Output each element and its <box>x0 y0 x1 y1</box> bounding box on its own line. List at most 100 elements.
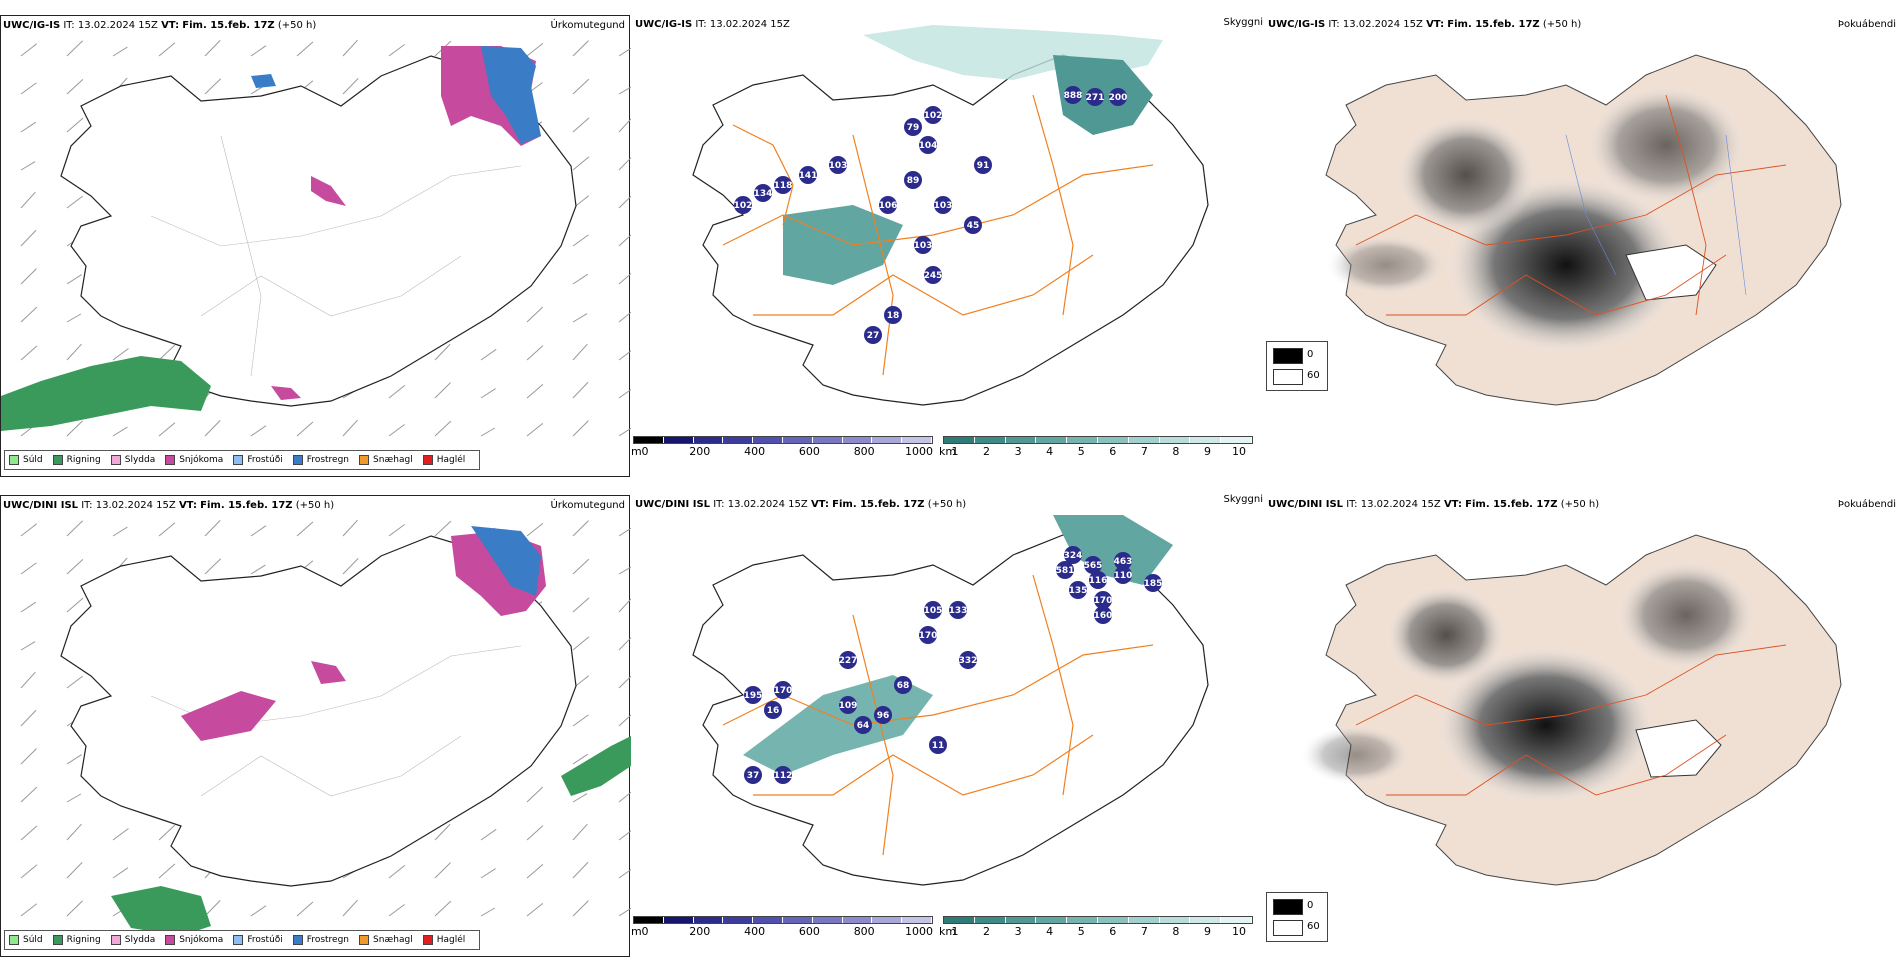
wind-barb <box>20 709 37 727</box>
wind-barb <box>250 564 266 575</box>
colorbar-step <box>1221 437 1252 443</box>
wind-barb <box>618 598 631 613</box>
fog-scale-legend: 0 60 <box>1266 892 1328 942</box>
visibility-value: 581 <box>1056 566 1075 576</box>
fog-panel-top: UWC/IG-IS IT: 13.02.2024 15Z VT: Fim. 15… <box>1266 15 1896 477</box>
wind-barb <box>66 274 82 285</box>
wind-barb <box>572 793 588 803</box>
fog-west <box>1386 585 1506 685</box>
visibility-value: 109 <box>839 701 858 711</box>
visibility-cell <box>874 706 892 724</box>
wind-barb <box>20 601 37 613</box>
visibility-cell <box>799 166 817 184</box>
visibility-value: 141 <box>799 171 818 181</box>
wind-barb <box>526 345 544 361</box>
colorbar-step <box>1159 917 1191 923</box>
wind-barb <box>572 558 590 575</box>
visibility-cell <box>919 626 937 644</box>
legend-swatch <box>292 935 303 945</box>
legend-swatch <box>52 455 63 465</box>
legend-item: Frostregn <box>292 935 350 945</box>
wind-barb <box>112 867 129 879</box>
panel-title: UWC/IG-IS IT: 13.02.2024 15Z VT: Fim. 15… <box>1268 19 1582 30</box>
wind-barb <box>572 823 588 841</box>
colorbar-tick: 6 <box>1109 445 1117 458</box>
legend-label: Snæhagl <box>373 935 413 945</box>
rain-area-sw <box>111 886 211 936</box>
fog-panel-bottom: UWC/DINI ISL IT: 13.02.2024 15Z VT: Fim.… <box>1266 495 1896 957</box>
wind-barb <box>158 422 176 437</box>
wind-barb <box>66 754 82 765</box>
visibility-cell <box>774 766 792 784</box>
colorbar-step <box>902 917 932 923</box>
wind-barb <box>342 419 358 437</box>
legend-item: Haglél <box>422 455 465 465</box>
colorbar-step <box>782 437 813 443</box>
colorbar-step <box>1128 437 1160 443</box>
visibility-cell <box>1109 88 1127 106</box>
colorbar-tick: 0 <box>641 925 649 938</box>
visibility-value: 103 <box>914 241 933 251</box>
wind-barb <box>250 905 267 917</box>
low-visibility-area-w <box>783 205 903 285</box>
freezing-rain-area <box>471 526 541 596</box>
colorbar-step <box>872 437 903 443</box>
wind-barb <box>342 39 358 57</box>
visibility-value: 271 <box>1086 93 1105 103</box>
colorbar-step <box>842 917 873 923</box>
panel-title: UWC/IG-IS IT: 13.02.2024 15Z VT: Fim. 15… <box>3 20 317 31</box>
visibility-cell <box>774 681 792 699</box>
colorbar-tick: 2 <box>983 445 991 458</box>
legend-swatch <box>110 455 121 465</box>
wind-barb <box>112 46 128 57</box>
wind-barb <box>526 903 544 917</box>
visibility-cell <box>764 701 782 719</box>
colorbar-step <box>753 437 783 443</box>
visibility-cell <box>964 216 982 234</box>
fog-scale-dark <box>1273 899 1303 915</box>
wind-barb <box>434 520 452 537</box>
fog-map <box>1301 534 1842 886</box>
colorbar-step <box>1036 917 1068 923</box>
legend-label: Slydda <box>124 935 156 945</box>
colorbar-step <box>1097 437 1129 443</box>
panel-title: UWC/IG-IS IT: 13.02.2024 15Z <box>635 19 790 30</box>
visibility-value: 16 <box>767 706 780 716</box>
wind-barb <box>296 901 314 917</box>
legend-swatch <box>233 455 244 465</box>
visibility-value: 96 <box>877 711 890 721</box>
wind-barb <box>342 519 358 537</box>
visibility-value: 888 <box>1064 91 1083 101</box>
legend-swatch <box>9 935 19 945</box>
wind-barb <box>112 828 129 841</box>
snow-patch <box>311 176 346 206</box>
legend-swatch <box>233 935 244 945</box>
legend-label: Haglél <box>436 935 466 945</box>
panel-title: UWC/DINI ISL IT: 13.02.2024 15Z VT: Fim.… <box>1268 499 1600 510</box>
colorbar-step <box>693 437 724 443</box>
wind-barb <box>66 559 84 575</box>
visibility-value: 185 <box>1144 579 1163 589</box>
freezing-rain-area <box>481 46 541 144</box>
wind-barb <box>572 40 589 57</box>
legend-swatch <box>422 455 433 465</box>
visibility-cell <box>894 676 912 694</box>
legend-label: Frostregn <box>306 935 350 945</box>
colorbar-step <box>872 917 903 923</box>
precip-legend: Súld Rigning Slydda Snjókoma Frostúði Frostre… <box>4 450 481 470</box>
wind-barb <box>204 40 221 57</box>
wind-barb <box>66 823 82 841</box>
colorbar-step <box>842 437 873 443</box>
wind-barb <box>526 786 544 803</box>
colorbar-strip <box>943 916 1253 924</box>
visibility-cell <box>914 236 932 254</box>
panel-title: UWC/DINI ISL IT: 13.02.2024 15Z VT: Fim.… <box>635 499 967 510</box>
colorbar-tick: 1000 <box>905 925 933 938</box>
wind-barb <box>112 526 128 537</box>
legend-label: Snjókoma <box>179 455 224 465</box>
legend-label: Súld <box>23 455 43 465</box>
visibility-cell <box>864 326 882 344</box>
wind-barb <box>572 636 590 651</box>
wind-barb <box>66 675 83 689</box>
legend-label: Frostúði <box>247 935 283 945</box>
